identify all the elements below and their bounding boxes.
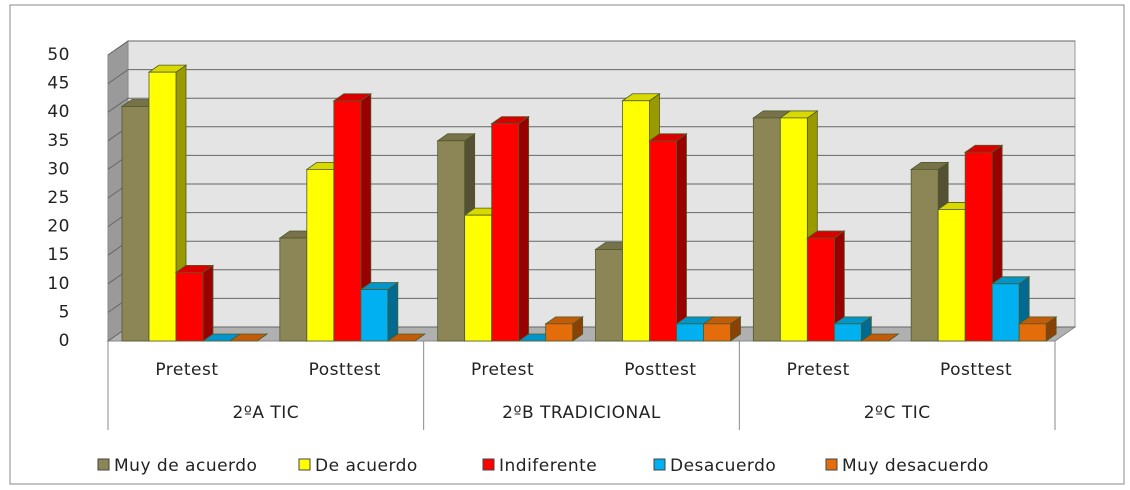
bar-front xyxy=(910,168,939,342)
bar-front xyxy=(676,323,704,342)
bar xyxy=(648,133,688,342)
x-tick-label: Posttest xyxy=(309,360,381,380)
y-tick-label: 10 xyxy=(47,274,70,294)
y-tick-label: 40 xyxy=(47,102,70,122)
bar-front xyxy=(595,249,623,342)
y-tick-label: 35 xyxy=(47,131,70,151)
bar xyxy=(332,92,373,342)
legend-swatch xyxy=(97,458,110,471)
bar-side xyxy=(518,115,530,342)
legend-swatch xyxy=(298,458,311,471)
bar-front xyxy=(937,209,966,342)
group-label: 2ºB TRADICIONAL xyxy=(502,403,661,423)
legend-label: Indiferente xyxy=(499,456,597,476)
x-tick-label: Pretest xyxy=(155,360,218,380)
bar-front xyxy=(991,283,1020,342)
bar-front xyxy=(360,289,389,342)
x-tick-label: Pretest xyxy=(471,360,534,380)
y-tick-label: 25 xyxy=(47,188,70,208)
bar xyxy=(702,316,742,342)
bar-front xyxy=(649,140,677,342)
bar-front xyxy=(752,117,781,342)
bar-front xyxy=(703,323,731,342)
bar-front xyxy=(121,106,150,342)
bar-side xyxy=(676,133,687,342)
legend-label: Muy de acuerdo xyxy=(114,456,257,476)
bar-top xyxy=(228,333,269,342)
y-tick-label: 50 xyxy=(47,45,70,65)
bar xyxy=(490,115,530,342)
bar-front xyxy=(833,323,862,342)
grid-line-side xyxy=(107,40,129,56)
bar-side xyxy=(202,264,214,342)
group-label: 2ºC TIC xyxy=(864,403,931,423)
legend-label: De acuerdo xyxy=(315,456,418,476)
bar xyxy=(386,333,427,342)
bar xyxy=(174,264,215,342)
bar-front xyxy=(1018,323,1047,342)
bar-front xyxy=(491,123,520,342)
bar xyxy=(833,316,873,342)
x-tick-label: Posttest xyxy=(940,360,1012,380)
bar-front xyxy=(437,140,466,342)
y-tick-label: 20 xyxy=(47,217,70,237)
bar-front xyxy=(806,237,835,342)
x-tick-label: Pretest xyxy=(787,360,850,380)
grid-line-side xyxy=(107,69,129,85)
y-tick-label: 30 xyxy=(47,159,70,179)
bar-front xyxy=(464,214,493,342)
bar xyxy=(860,333,900,342)
bar-front xyxy=(779,117,808,342)
bar-front xyxy=(306,168,335,342)
bar xyxy=(544,316,584,342)
bar-front xyxy=(175,271,204,342)
bar-top xyxy=(386,333,427,342)
bar-front xyxy=(964,151,993,342)
bar xyxy=(228,333,269,342)
legend-swatch xyxy=(482,458,495,471)
y-tick-label: 5 xyxy=(59,302,70,322)
x-tick-label: Posttest xyxy=(624,360,696,380)
bar xyxy=(806,230,846,342)
legend-swatch xyxy=(825,458,838,471)
bar-front xyxy=(545,323,574,342)
bar-side xyxy=(387,281,399,342)
bar-front xyxy=(622,100,650,342)
y-tick-label: 15 xyxy=(47,245,70,265)
bar xyxy=(1017,316,1058,342)
bar-front xyxy=(279,237,308,342)
bar-top xyxy=(860,333,900,342)
bar-front xyxy=(148,71,177,342)
y-tick-label: 45 xyxy=(47,74,70,94)
legend-label: Muy desacuerdo xyxy=(842,456,989,476)
legend-swatch xyxy=(653,458,666,471)
bar-front xyxy=(333,100,362,342)
group-label: 2ºA TIC xyxy=(233,403,300,423)
grid-line-side xyxy=(107,97,129,113)
legend-label: Desacuerdo xyxy=(670,456,776,476)
y-tick-label: 0 xyxy=(59,331,70,351)
bar xyxy=(359,281,400,342)
